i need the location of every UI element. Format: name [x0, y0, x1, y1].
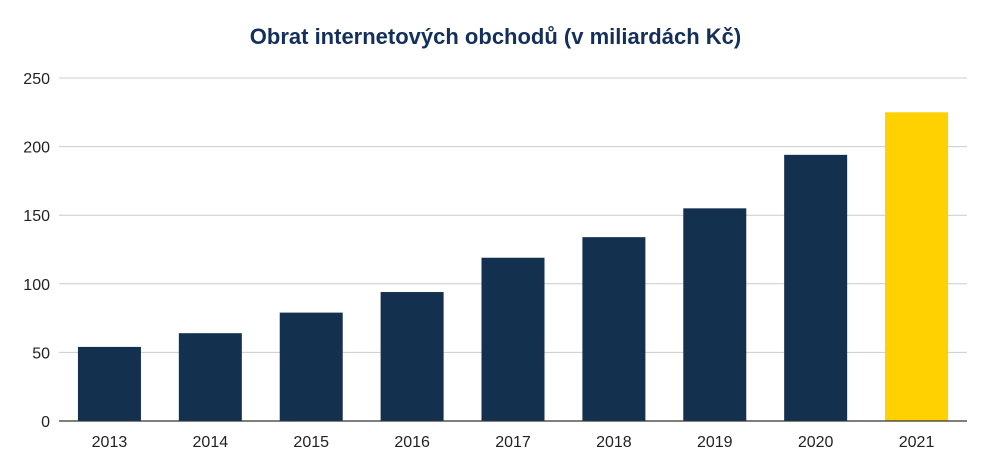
- y-tick-label: 150: [23, 208, 50, 225]
- bar-2020: [784, 154, 848, 421]
- x-tick-label: 2016: [394, 434, 430, 451]
- y-tick-label: 0: [41, 414, 50, 431]
- x-tick-label: 2015: [293, 434, 329, 451]
- bar-2017: [481, 257, 545, 421]
- bar-2018: [582, 237, 646, 421]
- bar-2019: [683, 208, 747, 421]
- x-tick-label: 2021: [899, 434, 935, 451]
- x-tick-label: 2013: [92, 434, 128, 451]
- y-tick-label: 200: [23, 140, 50, 157]
- bar-2021: [885, 112, 949, 422]
- x-tick-label: 2018: [596, 434, 632, 451]
- x-tick-label: 2019: [697, 434, 733, 451]
- bar-2013: [77, 346, 141, 421]
- x-tick-label: 2014: [193, 434, 229, 451]
- y-tick-label: 100: [23, 277, 50, 294]
- x-tick-label: 2020: [798, 434, 834, 451]
- y-tick-label: 250: [23, 71, 50, 88]
- bar-2015: [279, 312, 343, 421]
- y-tick-label: 50: [32, 345, 50, 362]
- bar-2014: [178, 333, 242, 421]
- bar-2016: [380, 292, 444, 421]
- chart-title: Obrat internetových obchodů (v miliardác…: [249, 24, 742, 49]
- x-tick-label: 2017: [495, 434, 531, 451]
